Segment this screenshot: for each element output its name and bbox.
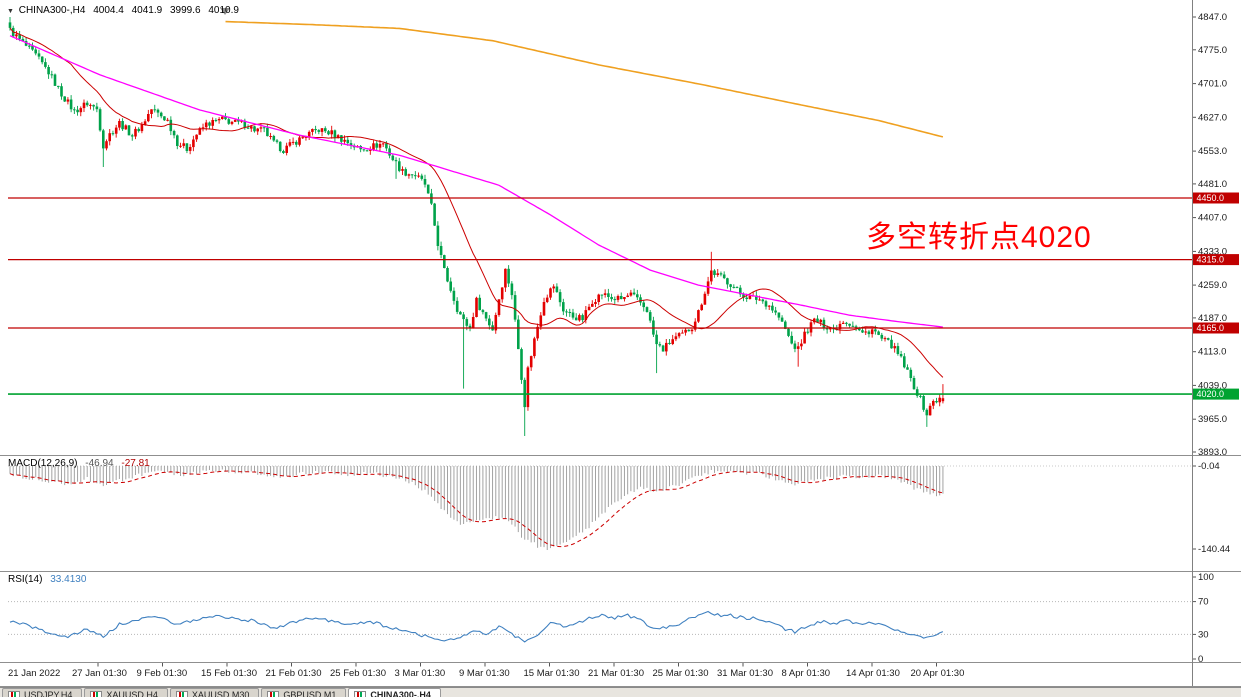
time-label: 27 Jan 01:30 [72, 668, 127, 679]
price-label: 4775.0 [1198, 45, 1227, 56]
chart-tab-GBPUSD,M1[interactable]: GBPUSD,M1 [261, 688, 347, 697]
time-label: 20 Apr 01:30 [911, 668, 965, 679]
price-label: 3893.0 [1198, 447, 1227, 458]
time-label: 15 Feb 01:30 [201, 668, 257, 679]
rsi-layer [8, 601, 1192, 643]
time-label: 21 Jan 2022 [8, 668, 60, 679]
price-label: 4407.0 [1198, 213, 1227, 224]
bottom-tab-bar: USDJPY,H4 XAUUSD,H4 XAUUSD,M30 GBPUSD,M1 CHI… [0, 687, 1241, 697]
rsi-axis-label: 30 [1198, 629, 1209, 640]
time-label: 9 Mar 01:30 [459, 668, 510, 679]
macd-main-value: -46.94 [85, 458, 114, 469]
price-label: 4553.0 [1198, 146, 1227, 157]
chart-icon [8, 691, 20, 697]
rsi-axis-label: 100 [1198, 572, 1214, 583]
time-label: 31 Mar 01:30 [717, 668, 773, 679]
tab-label: GBPUSD,M1 [283, 690, 337, 697]
chart-tab-CHINA300-,H4[interactable]: CHINA300-,H4 [348, 688, 441, 697]
price-label: 4333.0 [1198, 246, 1227, 257]
chart-icon [90, 691, 103, 697]
rsi-value: 33.4130 [50, 574, 87, 585]
price-tag-label: 4020.0 [1197, 389, 1225, 399]
ma-mid-line [9, 35, 943, 328]
macd-signal-line [9, 470, 943, 548]
ma-fast-line [9, 27, 944, 378]
rsi-line [9, 610, 944, 643]
macd-axis-label: -0.04 [1198, 461, 1220, 472]
time-label: 25 Mar 01:30 [653, 668, 709, 679]
time-label: 14 Apr 01:30 [846, 668, 900, 679]
macd-histogram [9, 466, 944, 550]
rsi-caption: RSI(14) 33.4130 [8, 574, 91, 585]
time-label: 25 Feb 01:30 [330, 668, 386, 679]
rsi-axis-label: 0 [1198, 654, 1203, 665]
time-label: 3 Mar 01:30 [395, 668, 446, 679]
price-label: 4187.0 [1198, 313, 1227, 324]
macd-axis-label: -140.44 [1198, 544, 1230, 555]
ohlc-open: 4004.4 [93, 5, 124, 16]
time-label: 21 Feb 01:30 [266, 668, 322, 679]
chart-icon [175, 691, 188, 697]
price-label: 4627.0 [1198, 112, 1227, 123]
macd-caption: MACD(12,26,9) -46.94 -27.81 [8, 458, 155, 469]
time-label: 21 Mar 01:30 [588, 668, 644, 679]
tab-label: XAUUSD,H4 [106, 690, 158, 697]
ohlc-high: 4041.9 [131, 5, 163, 16]
macd-layer [8, 465, 1192, 550]
chart-title-caption: ▼ CHINA300-,H4 4004.4 4041.9 3999.6 4010… [7, 5, 244, 16]
symbol-dropdown-icon[interactable]: ▼ [7, 8, 14, 15]
price-tag-4020.0 [1193, 388, 1239, 400]
candles-layer [8, 17, 945, 436]
price-tag-4450.0 [1193, 192, 1239, 204]
chart-tab-XAUUSD,H4[interactable]: XAUUSD,H4 [84, 688, 168, 697]
panel-separators [0, 455, 1241, 687]
price-tag-4165.0 [1193, 322, 1239, 334]
macd-label: MACD(12,26,9) [8, 458, 78, 469]
time-label: 15 Mar 01:30 [524, 668, 580, 679]
price-label: 4847.0 [1198, 12, 1227, 23]
tab-label: USDJPY,H4 [24, 690, 73, 697]
price-label: 4481.0 [1198, 179, 1227, 190]
macd-signal-value: -27.81 [121, 458, 150, 469]
rsi-axis-label: 70 [1198, 597, 1209, 608]
price-tag-label: 4165.0 [1197, 323, 1225, 333]
price-label: 4259.0 [1198, 280, 1227, 291]
chart-shift-marker[interactable] [220, 8, 230, 15]
annotation-text[interactable]: 多空转折点4020 [866, 221, 1092, 254]
price-tag-4315.0 [1193, 254, 1239, 266]
price-tag-label: 4450.0 [1197, 193, 1225, 203]
time-label: 8 Apr 01:30 [782, 668, 831, 679]
moving-averages-layer [9, 20, 944, 378]
chart-tab-USDJPY,H4[interactable]: USDJPY,H4 [2, 688, 83, 697]
horizontal-levels[interactable] [8, 197, 1192, 395]
ohlc-low: 3999.6 [169, 5, 201, 16]
tab-label: XAUUSD,M30 [191, 690, 250, 697]
symbol-period-label: CHINA300-,H4 [18, 5, 86, 16]
chart-icon [267, 691, 280, 697]
price-label: 4039.0 [1198, 380, 1227, 391]
price-axis[interactable]: 4847.0 4775.0 4701.0 4627.0 4553.0 4481.0 4407… [1192, 0, 1240, 686]
ma-slow-line [225, 20, 944, 138]
chart-icon [354, 691, 367, 697]
time-axis[interactable]: 21 Jan 2022 27 Jan 01:30 9 Feb 01:30 15 Feb… [8, 663, 964, 679]
price-label: 3965.0 [1198, 414, 1227, 425]
ohlc-close: 4010.9 [208, 5, 239, 16]
rsi-label: RSI(14) [8, 574, 43, 585]
price-tag-label: 4315.0 [1197, 255, 1225, 265]
chart-tab-XAUUSD,M30[interactable]: XAUUSD,M30 [169, 688, 260, 697]
time-label: 9 Feb 01:30 [137, 668, 188, 679]
price-label: 4701.0 [1198, 79, 1227, 90]
tab-label: CHINA300-,H4 [370, 690, 431, 697]
price-label: 4113.0 [1198, 347, 1226, 358]
